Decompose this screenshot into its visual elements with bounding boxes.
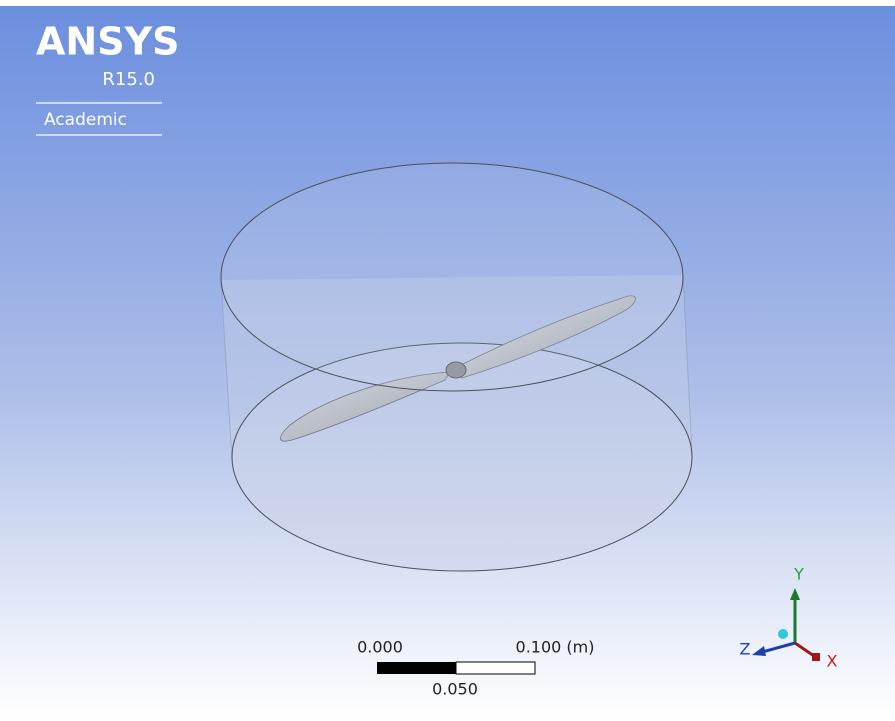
page: ANSYS R15.0 Academic 0.000 0.100 (m) 0.0…	[0, 0, 895, 717]
triad-label: Y	[793, 565, 804, 584]
viewport: ANSYS R15.0 Academic 0.000 0.100 (m) 0.0…	[0, 0, 895, 717]
triad-origin	[778, 629, 788, 639]
logo-license: Academic	[44, 110, 127, 130]
triad-arrow	[812, 653, 820, 661]
scale-label: 0.100 (m)	[516, 638, 595, 657]
scale-bar-segment	[377, 662, 456, 674]
scale-label: 0.000	[357, 638, 403, 657]
triad-label: X	[827, 652, 838, 671]
logo-brand: ANSYS	[36, 20, 179, 64]
scale-label: 0.050	[432, 680, 478, 699]
cylinder-top	[221, 163, 683, 391]
triad-label: Z	[740, 640, 751, 659]
logo-version: R15.0	[102, 69, 155, 90]
scale-bar-segment	[456, 662, 535, 674]
